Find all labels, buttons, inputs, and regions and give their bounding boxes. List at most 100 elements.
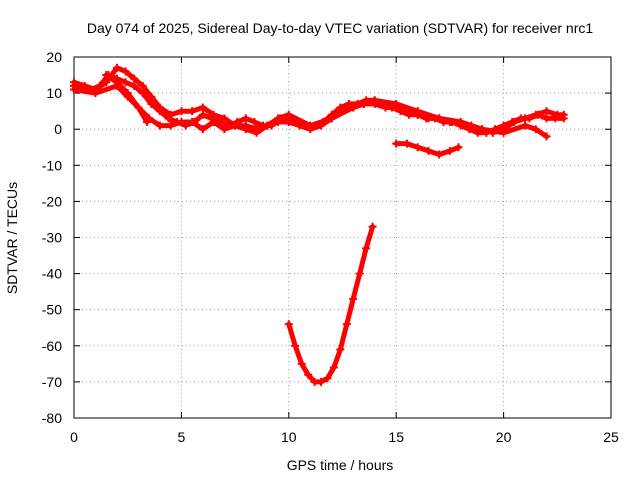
data-point — [329, 363, 338, 372]
data-point — [70, 78, 78, 87]
y-tick-label: -10 — [42, 157, 62, 173]
data-point — [317, 377, 326, 386]
data-point — [368, 222, 377, 231]
data-point — [381, 103, 390, 112]
data-point — [342, 320, 351, 329]
data-point — [402, 139, 411, 148]
data-point — [80, 81, 89, 90]
data-point — [220, 125, 229, 134]
data-point — [241, 114, 250, 123]
data-point — [542, 107, 551, 116]
data-point — [370, 96, 379, 105]
data-point — [542, 114, 551, 123]
data-point — [143, 117, 152, 126]
data-point — [349, 294, 358, 303]
data-point — [231, 121, 240, 130]
y-tick-label: 10 — [46, 85, 62, 101]
data-point — [531, 125, 540, 134]
data-point — [306, 121, 315, 130]
data-point — [445, 146, 454, 155]
data-point — [362, 244, 371, 253]
axis-ticks: 0 5 10 15 20 25 -80 -70 -60 -50 -40 -30 -20 -10 0 10 20 — [42, 49, 619, 445]
data-point — [413, 143, 422, 152]
data-point — [323, 374, 332, 383]
data-point — [166, 110, 175, 119]
data-point — [177, 117, 186, 126]
data-point — [198, 110, 207, 119]
data-point — [155, 103, 164, 112]
data-point — [123, 89, 132, 98]
data-point — [297, 359, 306, 368]
data-point — [112, 78, 121, 87]
data-point — [241, 125, 250, 134]
data-point — [542, 132, 551, 141]
chart-title: Day 074 of 2025, Sidereal Day-to-day VTE… — [87, 20, 593, 36]
data-point — [327, 114, 336, 123]
data-point — [499, 128, 508, 137]
data-point — [102, 71, 111, 80]
data-point — [424, 146, 433, 155]
data-point — [121, 78, 130, 87]
data-point — [121, 67, 130, 76]
data-point — [456, 117, 465, 126]
data-series — [70, 63, 568, 386]
data-point — [130, 74, 139, 83]
data-point — [435, 150, 444, 159]
data-point — [284, 117, 293, 126]
y-tick-label: -50 — [42, 302, 62, 318]
data-point — [355, 269, 364, 278]
data-point — [304, 370, 313, 379]
data-point — [147, 92, 156, 101]
data-point — [188, 117, 197, 126]
data-point — [274, 114, 283, 123]
data-point — [263, 121, 272, 130]
data-point — [521, 121, 530, 130]
data-point — [130, 81, 139, 90]
y-tick-label: -30 — [42, 230, 62, 246]
data-point — [510, 117, 519, 126]
x-tick-label: 20 — [496, 429, 512, 445]
x-tick-label: 10 — [281, 429, 297, 445]
data-point — [134, 103, 143, 112]
data-point — [252, 128, 261, 137]
data-point — [177, 107, 186, 116]
x-tick-label: 0 — [70, 429, 78, 445]
x-axis-label: GPS time / hours — [287, 457, 394, 473]
y-tick-label: -80 — [42, 410, 62, 426]
data-point — [478, 125, 487, 134]
x-tick-label: 25 — [603, 429, 619, 445]
data-point — [284, 320, 293, 329]
data-point — [198, 125, 207, 134]
series-line-track-f — [286, 224, 376, 385]
data-point — [166, 121, 175, 130]
data-point — [284, 110, 293, 119]
data-point — [291, 341, 300, 350]
y-tick-label: -70 — [42, 374, 62, 390]
y-tick-label: -40 — [42, 266, 62, 282]
data-point — [188, 107, 197, 116]
data-point — [336, 345, 345, 354]
data-point — [454, 143, 463, 152]
data-point — [250, 117, 259, 126]
data-point — [112, 63, 121, 72]
data-point — [138, 81, 147, 90]
data-point — [559, 110, 568, 119]
data-point — [521, 114, 530, 123]
y-axis-label: SDTVAR / TECUs — [4, 182, 20, 294]
data-point — [209, 110, 218, 119]
data-point — [102, 78, 111, 87]
x-tick-label: 5 — [178, 429, 186, 445]
data-point — [70, 85, 78, 94]
y-tick-label: 0 — [54, 121, 62, 137]
y-tick-label: 20 — [46, 49, 62, 65]
data-point — [349, 103, 358, 112]
data-point — [220, 114, 229, 123]
data-point — [413, 107, 422, 116]
data-point — [435, 114, 444, 123]
data-point — [198, 103, 207, 112]
y-tick-label: -20 — [42, 193, 62, 209]
x-tick-label: 15 — [388, 429, 404, 445]
data-point — [392, 99, 401, 108]
data-point — [531, 110, 540, 119]
